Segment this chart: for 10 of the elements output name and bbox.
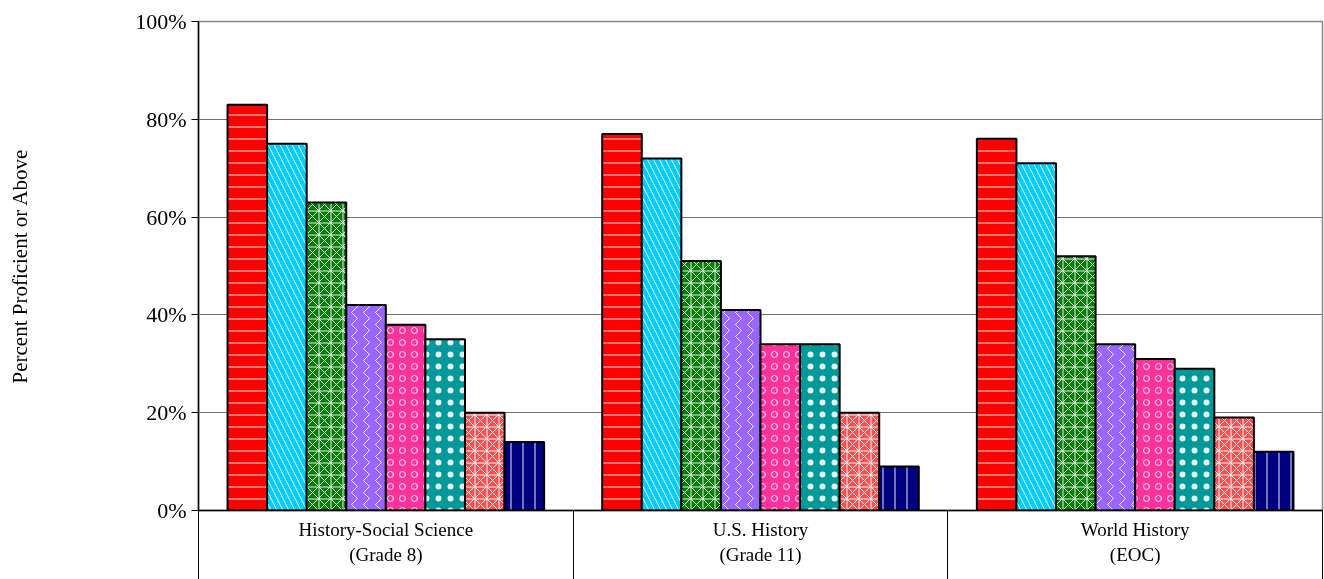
y-tick-label: 100% (135, 9, 187, 34)
y-tick-label: 60% (146, 204, 187, 230)
x-tick-label: History-Social Science (Grade 8) (298, 518, 474, 566)
y-tick-label: 80% (146, 106, 187, 132)
y-tick-label: 0% (157, 498, 187, 523)
y-tick-label: 40% (146, 302, 187, 328)
y-axis-title: Percent Proficient or Above (8, 149, 33, 384)
x-tick-label: World History (EOC) (1080, 518, 1191, 566)
x-tick-label: U.S. History (Grade 11) (712, 518, 809, 566)
y-tick-label: 20% (146, 400, 187, 426)
